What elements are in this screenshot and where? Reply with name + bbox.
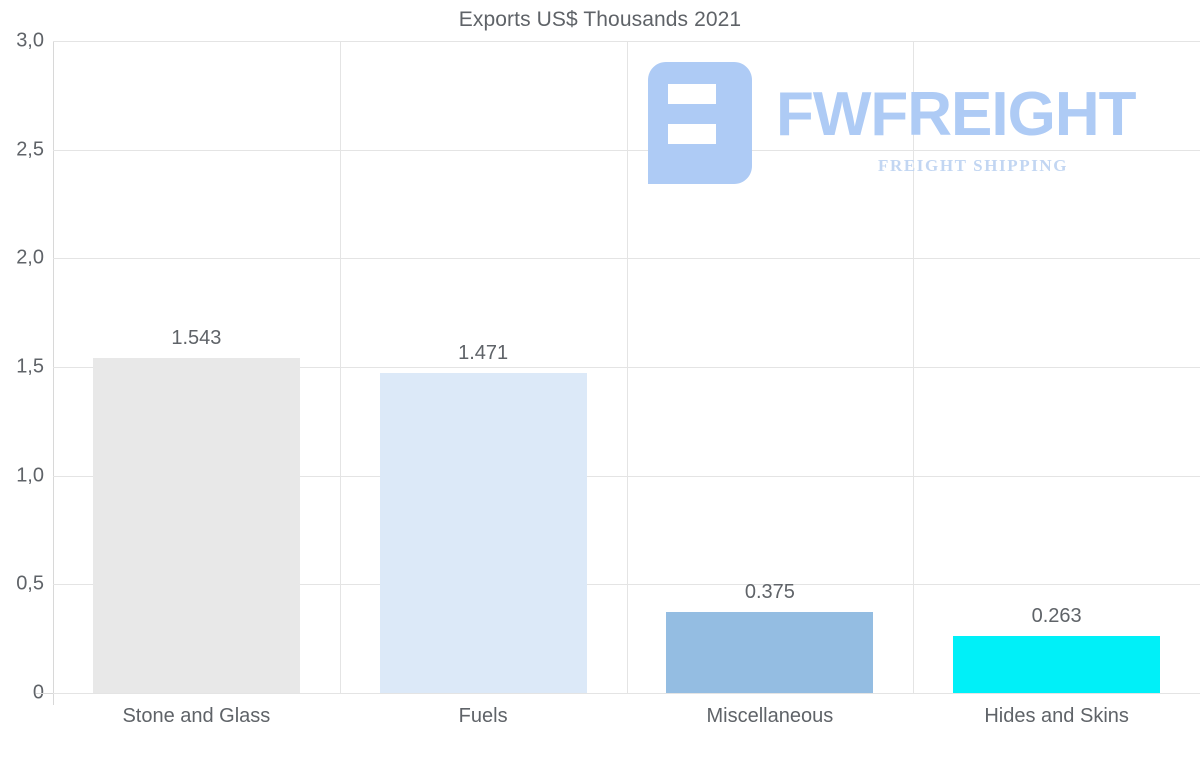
bar-value-label: 0.263 bbox=[1031, 604, 1082, 627]
y-axis-tick-label: 2,0 bbox=[16, 246, 44, 269]
y-axis-tick-label: 0 bbox=[0, 682, 44, 705]
gridline-vertical bbox=[626, 41, 628, 693]
y-axis-tick-label: 1,5 bbox=[16, 355, 44, 378]
x-axis-category-label: Hides and Skins bbox=[984, 705, 1129, 727]
x-axis-category-label: Fuels bbox=[458, 705, 508, 727]
y-axis-tick-label: 1,0 bbox=[16, 464, 44, 487]
y-axis-tick-label: 0,5 bbox=[16, 572, 44, 595]
plot-area bbox=[53, 41, 1200, 694]
bar-value-label: 1.543 bbox=[171, 326, 222, 349]
bar[interactable] bbox=[92, 357, 300, 693]
bar[interactable] bbox=[666, 611, 874, 693]
bar[interactable] bbox=[953, 635, 1161, 693]
x-axis-category-label: Miscellaneous bbox=[706, 705, 834, 727]
gridline-horizontal bbox=[53, 693, 1200, 694]
y-axis-tick-label: 3,0 bbox=[16, 29, 44, 52]
y-axis-line bbox=[53, 41, 54, 705]
bar-value-label: 0.375 bbox=[744, 580, 795, 603]
y-axis-tick-label: 2,5 bbox=[16, 138, 44, 161]
x-axis-category-label: Stone and Glass bbox=[122, 705, 271, 727]
bar-value-label: 1.471 bbox=[458, 342, 509, 365]
bar[interactable] bbox=[379, 373, 587, 693]
gridline-vertical bbox=[913, 41, 915, 693]
chart-title: Exports US$ Thousands 2021 bbox=[458, 8, 742, 31]
gridline-vertical bbox=[339, 41, 341, 693]
